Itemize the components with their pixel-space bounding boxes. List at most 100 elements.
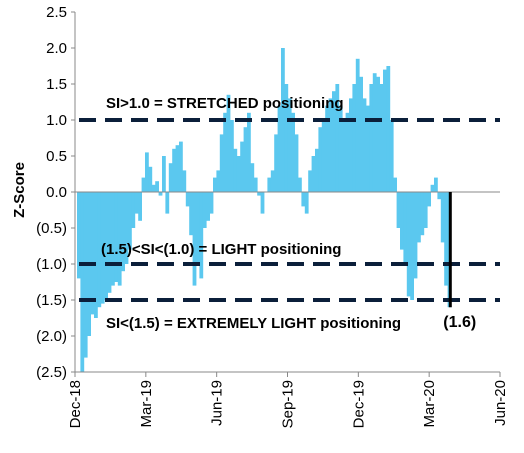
bar — [213, 177, 217, 192]
y-tick-label: 1.0 — [46, 112, 67, 129]
bar — [111, 192, 115, 286]
threshold-layer — [79, 118, 500, 308]
bar — [287, 98, 292, 192]
bar — [155, 181, 159, 192]
bar — [158, 192, 163, 196]
bar — [162, 156, 166, 192]
bar — [355, 58, 360, 192]
bar — [311, 156, 316, 192]
bar — [107, 192, 112, 293]
bar — [141, 177, 146, 192]
y-tick-label: (1.0) — [36, 256, 67, 273]
bar — [298, 177, 302, 192]
x-tick-label: Jun-20 — [492, 380, 509, 426]
bar — [104, 192, 108, 300]
bar — [393, 177, 397, 192]
bar — [196, 192, 200, 264]
bar — [114, 192, 119, 282]
bar — [148, 166, 153, 192]
bar — [192, 192, 197, 286]
bar — [376, 76, 380, 192]
bar — [260, 192, 265, 214]
y-tick-label: (2.5) — [36, 364, 67, 381]
x-tick-label: Jun-19 — [209, 380, 226, 426]
bar — [257, 192, 261, 196]
bar — [413, 192, 418, 279]
bar — [281, 48, 285, 192]
bar — [253, 177, 258, 192]
bar — [379, 84, 384, 192]
threshold-label: SI>1.0 = STRETCHED positioning — [106, 95, 344, 112]
bar — [359, 76, 363, 192]
bar — [233, 148, 238, 192]
bar — [352, 84, 357, 192]
bar — [236, 156, 241, 192]
bar — [410, 192, 414, 300]
y-tick-label: (0.5) — [36, 220, 67, 237]
bar — [403, 192, 408, 264]
y-tick-label: 2.5 — [46, 4, 67, 21]
axis-layer: 2.5 2.0 1.5 1.0 0.5 0.0 (0.5) (1.0) (1.5) (2.0) (2… — [36, 4, 509, 428]
bar — [396, 192, 401, 228]
bar — [345, 112, 350, 192]
bar — [284, 84, 289, 192]
bar — [423, 192, 428, 228]
bar — [179, 141, 183, 192]
y-tick-label: (2.0) — [36, 328, 67, 345]
bar — [372, 73, 377, 192]
bar — [362, 98, 367, 192]
bar — [342, 120, 346, 192]
bar — [134, 192, 139, 214]
bar — [168, 163, 173, 192]
bar — [216, 170, 221, 192]
bar — [434, 177, 438, 192]
bar — [444, 192, 448, 286]
x-tick-label: Dec-18 — [67, 380, 84, 428]
x-tick-label: Mar-19 — [138, 380, 155, 428]
bar — [77, 192, 81, 279]
bar — [226, 94, 231, 192]
bar — [291, 112, 295, 192]
bar — [440, 192, 445, 243]
bar — [335, 84, 340, 192]
bar — [121, 192, 125, 272]
bar — [80, 192, 85, 372]
bar — [165, 192, 170, 214]
bar — [318, 127, 323, 192]
y-tick-label: 0.0 — [46, 184, 67, 201]
bar — [223, 112, 227, 192]
bar — [430, 184, 435, 192]
bar — [267, 177, 272, 192]
bar — [100, 192, 105, 304]
bar — [117, 192, 122, 286]
bar — [277, 105, 282, 192]
bar — [301, 192, 306, 207]
bar — [209, 192, 214, 214]
bar — [219, 134, 224, 192]
bar — [172, 148, 176, 192]
bar — [230, 120, 234, 192]
bar — [145, 152, 149, 192]
bar — [247, 112, 251, 192]
bar — [325, 105, 329, 192]
y-tick-label: 2.0 — [46, 40, 67, 57]
bar — [315, 148, 319, 192]
bar — [250, 163, 255, 192]
bar — [383, 69, 387, 192]
bar-layer — [77, 48, 452, 372]
bar — [332, 91, 336, 192]
bar — [138, 192, 142, 221]
bar — [199, 192, 204, 279]
bar — [94, 192, 98, 318]
bar — [206, 192, 210, 221]
x-tick-label: Mar-20 — [421, 380, 438, 428]
bar — [240, 141, 244, 192]
bar — [389, 120, 394, 192]
threshold-label: (1.5)<SI<(1.0) = LIGHT positioning — [101, 241, 341, 258]
bar — [97, 192, 102, 308]
bar — [386, 66, 391, 192]
bar — [366, 105, 370, 192]
bar — [328, 98, 333, 192]
